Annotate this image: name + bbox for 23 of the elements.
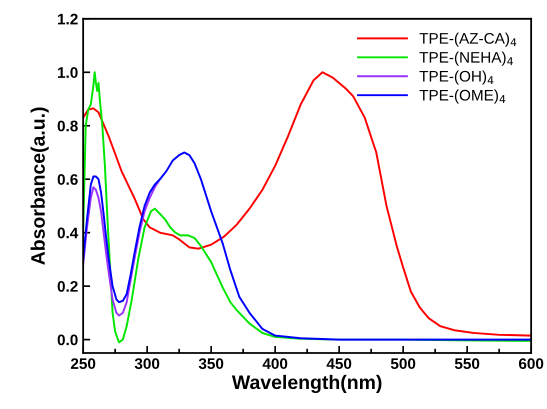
x-axis-title: Wavelength(nm) [232, 374, 382, 394]
y-tick-label: 0.0 [58, 334, 78, 346]
legend-label: TPE-(AZ-CA)$_{4}$ [419, 32, 516, 47]
y-tick-label: 0.8 [58, 120, 78, 132]
line-series [83, 152, 532, 341]
line-series [83, 178, 161, 317]
y-tick-label: 1.0 [58, 67, 78, 78]
x-tick-label: 400 [262, 358, 288, 370]
y-tick-label: 0.6 [58, 174, 78, 185]
x-tick-label: 350 [198, 358, 224, 370]
y-tick-label: 1.2 [58, 14, 78, 24]
legend-label: TPE-(OH)$_{4}$ [419, 70, 494, 85]
x-tick-label: 300 [134, 358, 160, 370]
x-tick-label: 550 [454, 358, 480, 370]
x-tick-label: 600 [518, 358, 544, 370]
y-tick-label: 0.4 [58, 228, 78, 238]
legend-label: TPE-(OME)$_{4}$ [419, 89, 506, 104]
x-tick-label: 450 [326, 358, 352, 370]
y-tick-label: 0.2 [58, 281, 78, 292]
x-tick-label: 500 [390, 358, 416, 370]
legend-label: TPE-(NEHA)$_{4}$ [419, 52, 513, 66]
y-axis-title: Absorbance(a.u.) [30, 107, 49, 265]
x-tick-label: 250 [70, 358, 96, 370]
